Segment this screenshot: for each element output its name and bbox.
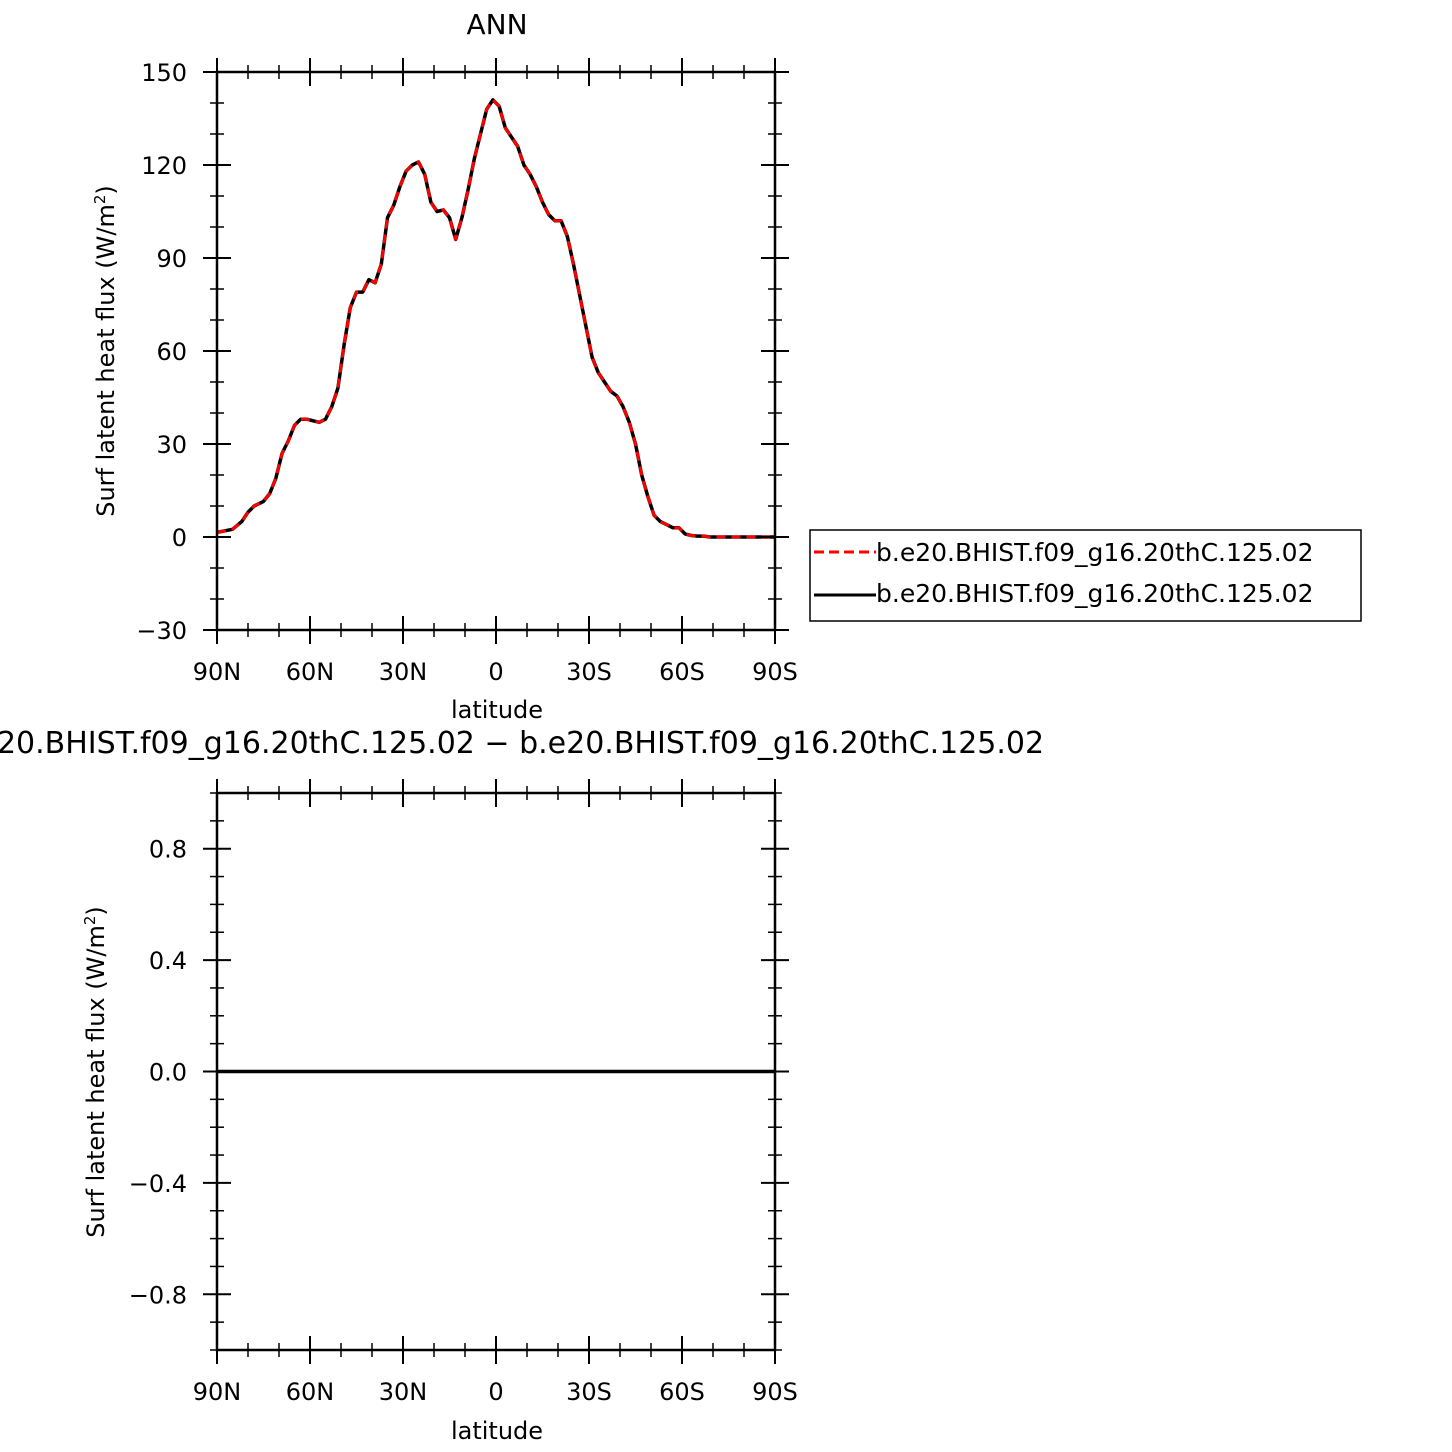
bottom-xtick-label: 60N (286, 1378, 335, 1406)
bottom-title: b.e20.BHIST.f09_g16.20thC.125.02 − b.e20… (0, 726, 1044, 761)
bottom-axis-ticks: 90N 60N 30N 0 30S 60S 90S 0.8 0.4 0.0 −0.4 −0.8 (129, 779, 798, 1406)
legend-label-case: b.e20.BHIST.f09_g16.20thC.125.02 (876, 538, 1313, 567)
top-xtick-label: 30N (379, 658, 428, 686)
bottom-ytick-label: −0.8 (129, 1281, 187, 1309)
bottom-xtick-label: 30N (379, 1378, 428, 1406)
bottom-xtick-label: 30S (566, 1378, 612, 1406)
top-axis-ticks: 90N 60N 30N 0 30S 60S 90S 150 120 90 60 30 0 −30 (136, 58, 798, 686)
bottom-xtick-label: 90N (193, 1378, 242, 1406)
top-xlabel: latitude (451, 696, 543, 724)
top-ytick-label: 150 (141, 59, 187, 87)
top-xtick-label: 60N (286, 658, 335, 686)
top-xtick-label: 90N (193, 658, 242, 686)
top-xtick-label: 0 (488, 658, 503, 686)
top-xtick-label: 60S (659, 658, 705, 686)
top-ytick-label: 30 (156, 431, 187, 459)
bottom-ylabel: Surf latent heat flux (W/m2) (81, 906, 110, 1238)
bottom-panel: b.e20.BHIST.f09_g16.20thC.125.02 − b.e20… (0, 726, 1044, 1445)
top-xtick-label: 30S (566, 658, 612, 686)
top-ylabel: Surf latent heat flux (W/m2) (91, 185, 120, 517)
bottom-xlabel: latitude (451, 1417, 543, 1445)
bottom-ytick-label: −0.4 (129, 1170, 187, 1198)
top-ytick-label: 90 (156, 245, 187, 273)
bottom-xtick-label: 90S (752, 1378, 798, 1406)
top-panel: ANN 90N 60N 30N 0 30S 60S 90S1501209060300−30 … (91, 8, 1362, 724)
top-title: ANN (466, 8, 527, 41)
top-ytick-label: 120 (141, 152, 187, 180)
legend-label-control: b.e20.BHIST.f09_g16.20thC.125.02 (876, 579, 1313, 608)
legend-box (809, 529, 1362, 622)
legend: b.e20.BHIST.f09_g16.20thC.125.02 b.e20.B… (809, 529, 1362, 622)
top-series-line-control (216, 98, 775, 539)
top-xtick-label: 90S (752, 658, 798, 686)
bottom-ytick-label: 0.8 (149, 836, 187, 864)
top-ytick-label: 0 (172, 524, 187, 552)
top-ytick-label: −30 (136, 617, 187, 645)
bottom-ytick-label: 0.4 (149, 947, 187, 975)
top-series-line-case (216, 98, 775, 539)
bottom-xtick-label: 0 (488, 1378, 503, 1406)
bottom-ytick-label: 0.0 (149, 1059, 187, 1087)
top-plot-lines (216, 98, 775, 539)
top-plot-frame (215, 70, 777, 632)
bottom-xtick-label: 60S (659, 1378, 705, 1406)
top-ytick-label: 60 (156, 338, 187, 366)
